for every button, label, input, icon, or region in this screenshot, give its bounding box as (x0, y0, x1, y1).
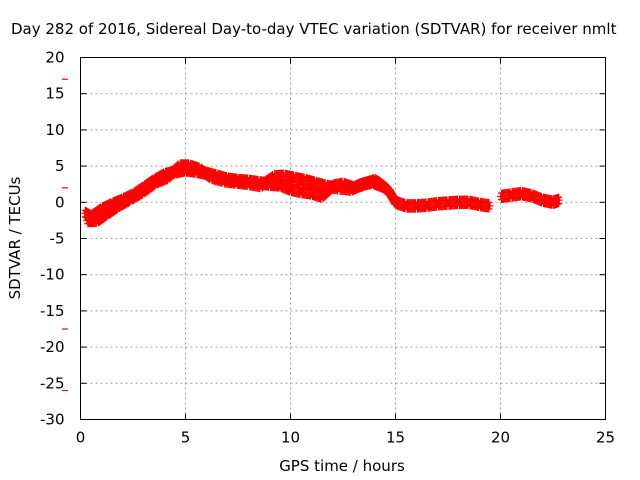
data-points (81, 159, 563, 228)
axis-ticks: 0 5 10 15 20 25 -30 -25 -20 -15 -10 -5 0 5 10 15 20 (40, 49, 615, 447)
y-tick-label: 15 (45, 85, 64, 103)
data-point (555, 200, 563, 208)
data-point (555, 196, 563, 204)
x-tick-label: 15 (386, 429, 405, 447)
data-point (485, 205, 493, 213)
x-axis-label: GPS time / hours (279, 457, 405, 475)
data-point (267, 178, 275, 186)
y-axis-label: SDTVAR / TECUs (6, 176, 24, 299)
data-point (124, 199, 132, 207)
y-tick-label: 20 (45, 49, 64, 67)
y-tick-label: -10 (40, 266, 65, 284)
y-tick-label: 5 (55, 157, 65, 175)
x-tick-label: 25 (596, 429, 615, 447)
y-tick-label: -5 (50, 230, 65, 248)
chart-title: Day 282 of 2016, Sidereal Day-to-day VTE… (11, 20, 617, 38)
data-point (486, 202, 494, 210)
plot-frame (80, 57, 606, 420)
data-point (485, 199, 493, 207)
y-tick-label: -30 (40, 411, 65, 429)
data-point (555, 193, 563, 201)
x-tick-label: 0 (76, 429, 86, 447)
y-tick-label: -25 (40, 374, 65, 392)
y-tick-label: -15 (40, 302, 65, 320)
grid-lines (80, 57, 606, 420)
y-tick-label: 10 (45, 121, 64, 139)
y-tick-label: 0 (55, 193, 65, 211)
data-point (137, 192, 145, 200)
x-tick-label: 5 (181, 429, 191, 447)
data-point (150, 183, 158, 191)
x-tick-label: 20 (491, 429, 510, 447)
data-point (379, 182, 387, 190)
x-tick-label: 10 (281, 429, 300, 447)
data-point (378, 179, 386, 187)
y-tick-label: -20 (40, 338, 65, 356)
